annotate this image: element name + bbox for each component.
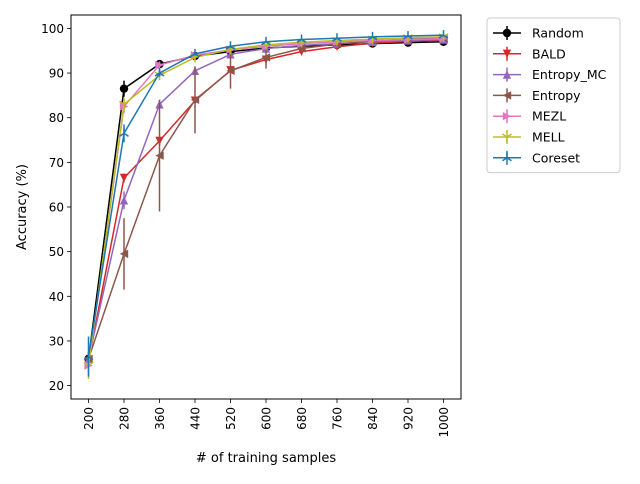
legend-item: Entropy_MC bbox=[493, 67, 607, 82]
legend-item: MELL bbox=[493, 130, 565, 145]
data-point bbox=[119, 128, 129, 137]
legend-label: MEZL bbox=[532, 109, 566, 124]
y-axis: 20 30 40 50 60 70 80 90 100 bbox=[41, 22, 71, 393]
legend-marker bbox=[502, 112, 512, 121]
y-tick-label: 100 bbox=[41, 22, 64, 36]
x-tick-label: 840 bbox=[366, 407, 380, 430]
legend-label: Random bbox=[532, 26, 584, 41]
plot-series bbox=[83, 30, 449, 379]
series-line bbox=[87, 34, 444, 357]
data-point bbox=[154, 68, 165, 77]
x-tick-label: 360 bbox=[153, 407, 167, 430]
data-point bbox=[226, 66, 235, 76]
data-point bbox=[119, 196, 129, 205]
x-tick-label: 760 bbox=[331, 407, 345, 430]
series-line bbox=[87, 38, 444, 359]
legend-label: Coreset bbox=[532, 150, 580, 165]
x-tick-label: 680 bbox=[295, 407, 309, 430]
legend-label: MELL bbox=[532, 130, 565, 145]
series-entropy bbox=[84, 33, 448, 364]
legend-item: MEZL bbox=[493, 109, 566, 124]
x-tick-label: 1000 bbox=[437, 407, 451, 438]
legend-box bbox=[486, 17, 621, 174]
legend: Random BALD Entropy_MC Entropy MEZL MELL Cores… bbox=[486, 17, 621, 174]
x-tick-label: 280 bbox=[118, 407, 132, 430]
data-point bbox=[296, 34, 307, 44]
series-line bbox=[87, 37, 444, 366]
x-tick-label: 600 bbox=[260, 407, 274, 430]
legend-item: Coreset bbox=[493, 150, 580, 165]
y-axis-label: Accuracy (%) bbox=[15, 164, 30, 250]
legend-marker bbox=[502, 49, 512, 58]
data-point bbox=[190, 95, 200, 105]
data-point bbox=[83, 351, 94, 361]
y-tick-label: 80 bbox=[49, 111, 64, 125]
data-point bbox=[261, 53, 271, 62]
y-tick-label: 20 bbox=[49, 379, 64, 393]
data-point bbox=[119, 173, 129, 183]
series-coreset bbox=[83, 30, 449, 377]
data-point bbox=[155, 60, 164, 70]
x-axis-label: # of training samples bbox=[196, 451, 336, 466]
series-random bbox=[84, 37, 448, 364]
series-entropy-mc bbox=[84, 35, 448, 364]
data-point bbox=[225, 41, 236, 50]
x-tick-label: 200 bbox=[82, 407, 96, 430]
series-bald bbox=[84, 35, 448, 366]
legend-marker bbox=[502, 28, 512, 38]
data-point bbox=[155, 151, 164, 160]
data-point bbox=[438, 30, 449, 39]
legend-item: BALD bbox=[493, 46, 566, 61]
legend-marker bbox=[502, 152, 512, 162]
legend-label: BALD bbox=[532, 46, 566, 61]
x-axis: 200 280 360 440 520 600 680 760 840 920 1000 bbox=[82, 399, 451, 438]
y-tick-label: 50 bbox=[49, 245, 64, 259]
legend-item: Random bbox=[493, 26, 584, 41]
data-point bbox=[119, 100, 129, 110]
legend-marker bbox=[502, 91, 512, 100]
legend-item: Entropy bbox=[493, 88, 581, 103]
series-line bbox=[87, 39, 444, 362]
legend-marker bbox=[502, 70, 512, 79]
data-point bbox=[403, 30, 413, 40]
series-mell bbox=[83, 33, 449, 379]
x-tick-label: 520 bbox=[224, 407, 238, 430]
legend-label: Entropy_MC bbox=[532, 67, 607, 82]
y-tick-label: 90 bbox=[49, 67, 64, 81]
legend-marker bbox=[502, 133, 512, 142]
data-point bbox=[367, 31, 378, 41]
x-tick-label: 440 bbox=[189, 407, 203, 430]
data-point bbox=[119, 84, 129, 93]
data-point bbox=[332, 33, 342, 42]
x-tick-label: 920 bbox=[402, 407, 416, 430]
legend-label: Entropy bbox=[532, 88, 581, 103]
plot-frame bbox=[70, 14, 462, 400]
series-mezl bbox=[84, 34, 448, 370]
y-tick-label: 30 bbox=[49, 334, 64, 348]
y-tick-label: 60 bbox=[49, 201, 64, 215]
y-tick-label: 40 bbox=[49, 290, 64, 304]
data-point bbox=[297, 44, 306, 53]
data-point bbox=[261, 36, 271, 46]
data-point bbox=[119, 249, 129, 259]
y-tick-label: 70 bbox=[49, 156, 64, 170]
data-point bbox=[190, 48, 200, 58]
